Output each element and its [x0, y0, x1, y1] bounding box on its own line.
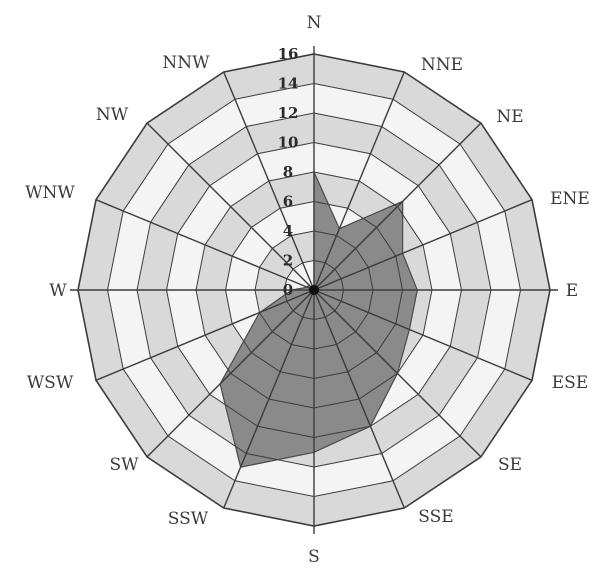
tick-label-12: 12 [278, 104, 299, 122]
radial-tick-labels: 16 14 12 10 8 6 4 2 0 [278, 45, 299, 299]
direction-label-nne: NNE [421, 55, 463, 75]
direction-label-w: W [49, 281, 67, 301]
tick-label-8: 8 [283, 163, 293, 181]
spoke-ene [313, 199, 533, 291]
spoke-nne [313, 71, 405, 291]
spoke-ese [313, 289, 533, 381]
spoke-wsw [95, 289, 315, 381]
spoke-ssw [223, 289, 315, 509]
direction-label-ne: NE [496, 107, 523, 127]
spoke-se [313, 289, 482, 458]
tick-label-16: 16 [278, 45, 299, 63]
direction-label-ene: ENE [550, 189, 590, 209]
spoke-wnw [95, 199, 315, 291]
tick-label-6: 6 [283, 193, 293, 211]
spoke-sw [146, 289, 315, 458]
direction-label-s: S [308, 547, 320, 567]
center-dot [309, 285, 319, 295]
direction-labels: N NNE NE ENE E ESE SE SSE S SSW SW WSW W WNW NW NNW [25, 13, 590, 567]
direction-label-n: N [307, 13, 322, 33]
tick-label-2: 2 [283, 252, 293, 270]
direction-label-ese: ESE [552, 373, 588, 393]
direction-label-e: E [566, 281, 578, 301]
tick-label-0: 0 [283, 281, 293, 299]
polar-grid [70, 46, 558, 534]
direction-label-nw: NW [96, 105, 129, 125]
direction-label-wnw: WNW [25, 183, 75, 203]
direction-label-ssw: SSW [168, 509, 209, 529]
direction-label-sw: SW [109, 455, 139, 475]
spoke-nw [146, 122, 315, 291]
direction-label-se: SE [498, 455, 522, 475]
spoke-nnw [223, 71, 315, 291]
direction-label-nnw: NNW [162, 53, 210, 73]
spoke-ne [313, 122, 482, 291]
tick-label-10: 10 [278, 134, 299, 152]
tick-label-4: 4 [283, 222, 293, 240]
tick-label-14: 14 [278, 75, 299, 93]
direction-label-sse: SSE [418, 507, 453, 527]
direction-label-wsw: WSW [27, 373, 74, 393]
spoke-sse [313, 289, 405, 509]
